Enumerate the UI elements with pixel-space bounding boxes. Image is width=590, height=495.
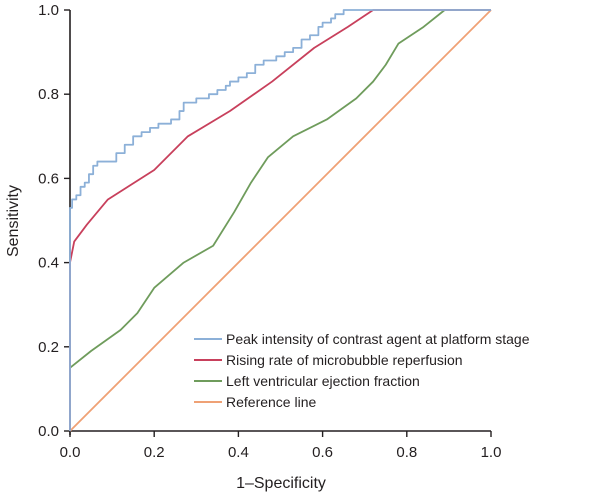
legend-label: Rising rate of microbubble reperfusion bbox=[226, 352, 463, 368]
axes: 0.0 0.2 0.4 0.6 0.8 1.0 0.0 0.2 0.4 0.6 0.8 1.0 bbox=[38, 2, 501, 461]
series-line bbox=[69, 9, 491, 431]
x-tick-label: 0.2 bbox=[144, 444, 165, 461]
x-tick-label: 0.8 bbox=[396, 444, 417, 461]
y-tick-label: 0.8 bbox=[38, 86, 59, 103]
y-tick-label: 0.6 bbox=[38, 170, 59, 187]
series-line bbox=[69, 9, 492, 432]
y-tick-label: 1.0 bbox=[38, 2, 59, 19]
x-axis-title: 1–Specificity bbox=[236, 475, 326, 492]
y-tick-label: 0.0 bbox=[38, 423, 59, 440]
series-line bbox=[69, 9, 491, 431]
series-line bbox=[69, 9, 491, 431]
legend-label: Left ventricular ejection fraction bbox=[226, 373, 420, 389]
y-axis-title: Sensitivity bbox=[5, 185, 22, 257]
x-tick-label: 0.6 bbox=[312, 444, 333, 461]
legend-label: Reference line bbox=[226, 394, 316, 410]
y-tick-label: 0.4 bbox=[38, 255, 59, 272]
legend-label: Peak intensity of contrast agent at plat… bbox=[226, 331, 530, 347]
x-tick-label: 0.0 bbox=[60, 444, 81, 461]
legend: Peak intensity of contrast agent at plat… bbox=[194, 331, 530, 410]
x-tick-label: 1.0 bbox=[481, 444, 502, 461]
y-tick-label: 0.2 bbox=[38, 339, 59, 356]
series-lines bbox=[69, 9, 492, 432]
x-tick-label: 0.4 bbox=[228, 444, 249, 461]
